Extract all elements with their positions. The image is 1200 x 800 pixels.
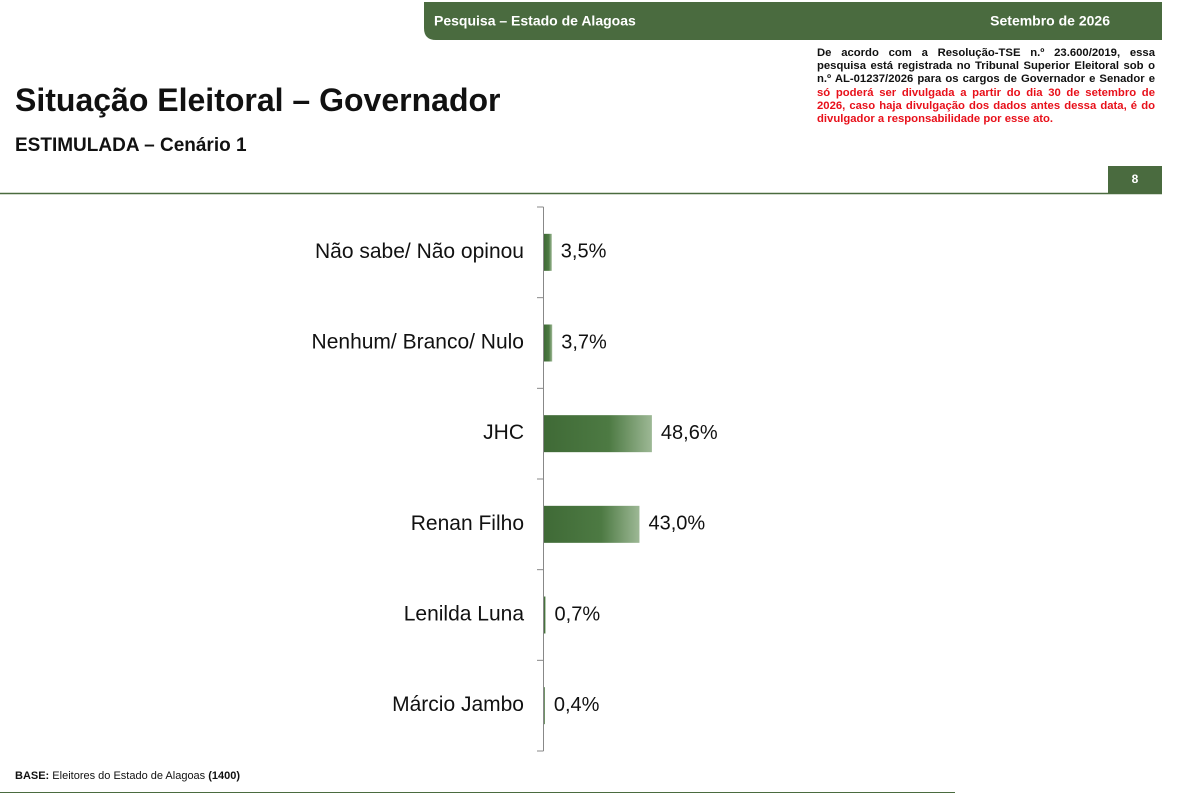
bar — [544, 233, 552, 271]
chart: Não sabe/ Não opinou 3,5% Nenhum/ Branco/ … — [312, 206, 718, 752]
base-label: BASE: — [15, 770, 49, 782]
header-left: Pesquisa – Estado de Alagoas — [434, 13, 636, 29]
notice-warning: só poderá ser divulgada a partir do dia … — [817, 86, 1155, 126]
bar — [544, 505, 640, 543]
chart-subtitle: ESTIMULADA – Cenário 1 — [15, 135, 247, 156]
bar — [544, 415, 652, 453]
category-label: Renan Filho — [411, 512, 524, 535]
value-label: 0,4% — [554, 694, 600, 716]
category-label: Márcio Jambo — [392, 693, 524, 716]
base-text: Eleitores do Estado de Alagoas — [52, 770, 205, 782]
page-number: 8 — [1132, 172, 1139, 186]
bar — [544, 687, 545, 725]
category-label: Nenhum/ Branco/ Nulo — [312, 331, 524, 354]
base-count: (1400) — [208, 770, 240, 782]
page-number-box — [1108, 166, 1162, 193]
value-label: 3,5% — [561, 241, 607, 263]
header-right: Setembro de 2026 — [990, 13, 1110, 29]
category-label: Lenilda Luna — [404, 603, 525, 626]
bar — [544, 596, 546, 634]
value-label: 3,7% — [561, 331, 607, 353]
value-label: 43,0% — [648, 513, 705, 535]
notice-text: De acordo com a Resolução-TSE n.º 23.600… — [817, 47, 1155, 86]
value-label: 48,6% — [661, 422, 718, 444]
bar — [544, 324, 553, 362]
category-label: JHC — [483, 421, 524, 444]
header-bar — [424, 2, 1162, 40]
base-note: BASE: Eleitores do Estado de Alagoas (14… — [15, 770, 240, 782]
notice: De acordo com a Resolução-TSE n.º 23.600… — [817, 47, 1155, 126]
value-label: 0,7% — [555, 603, 601, 625]
chart-title: Situação Eleitoral – Governador — [15, 82, 500, 118]
category-label: Não sabe/ Não opinou — [315, 240, 524, 263]
